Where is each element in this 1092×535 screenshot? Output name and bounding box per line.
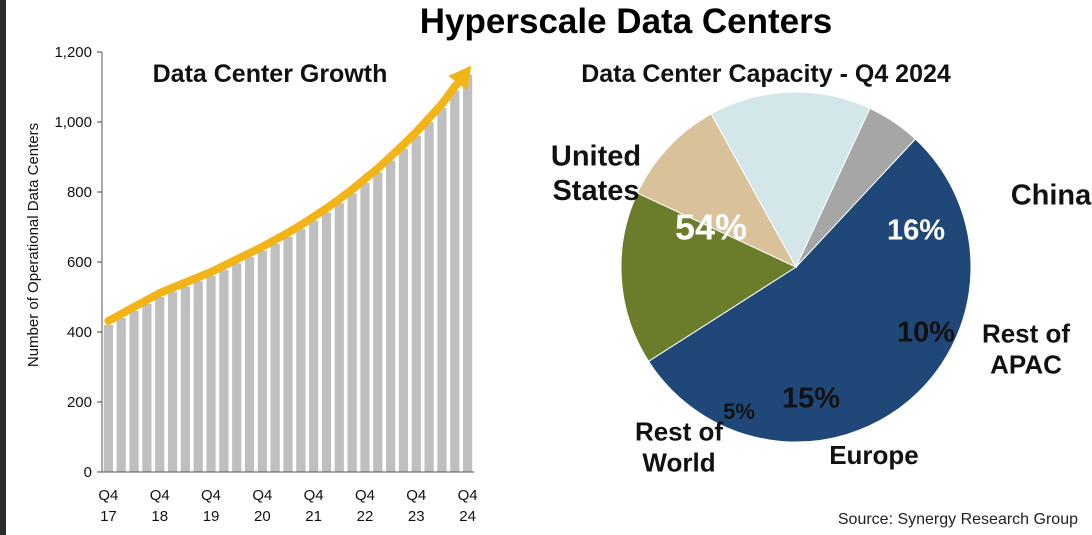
bar xyxy=(321,212,332,473)
x-tick-label: 17 xyxy=(100,508,117,525)
bar xyxy=(424,122,434,472)
pie-slice xyxy=(710,91,871,269)
y-tick-label: 600 xyxy=(67,254,92,271)
x-tick-label: Q4 xyxy=(150,487,170,504)
bar xyxy=(450,90,460,472)
pie-percent-label: 5% xyxy=(723,399,755,424)
bar xyxy=(309,220,319,472)
bar xyxy=(283,236,293,472)
pie-category-label: World xyxy=(642,447,715,477)
x-tick-label: 18 xyxy=(151,508,168,525)
bar xyxy=(334,203,344,472)
pie-slice xyxy=(636,113,798,269)
y-tick-label: 1,200 xyxy=(54,44,92,61)
bar xyxy=(347,193,357,472)
x-tick-label: 20 xyxy=(254,508,271,525)
x-tick-label: Q4 xyxy=(252,487,272,504)
y-tick-label: 0 xyxy=(84,464,92,481)
bar xyxy=(206,276,216,472)
x-tick-label: 23 xyxy=(408,508,425,525)
trend-arrow-head xyxy=(448,65,472,91)
infographic: Hyperscale Data Centers 0 200 400 600 800 1,0… xyxy=(6,0,1092,535)
x-tick-label: Q4 xyxy=(201,487,221,504)
bar xyxy=(232,263,242,472)
pie-category-label: APAC xyxy=(990,349,1062,379)
x-tick-label: Q4 xyxy=(304,487,324,504)
bar xyxy=(257,250,267,472)
y-tick-label: 800 xyxy=(67,184,92,201)
pie-percent-label: 16% xyxy=(887,215,945,247)
pie-category-label: Rest of xyxy=(982,318,1070,348)
pie-slice xyxy=(647,138,972,443)
x-tick-label: Q4 xyxy=(98,487,118,504)
pie-percent-label: 10% xyxy=(897,317,955,349)
pie-slice xyxy=(620,192,798,362)
y-tick-label: 200 xyxy=(67,394,92,411)
x-tick-label: 24 xyxy=(459,508,476,525)
bar xyxy=(360,182,370,472)
pie-category-label: China xyxy=(1011,180,1092,212)
bar xyxy=(398,148,409,472)
y-tick-label: 400 xyxy=(67,324,92,341)
bar xyxy=(411,136,421,472)
bar xyxy=(129,311,139,472)
main-title: Hyperscale Data Centers xyxy=(419,2,833,41)
bar xyxy=(437,108,447,472)
x-tick-label: 22 xyxy=(357,508,374,525)
bar xyxy=(155,297,165,472)
bar xyxy=(296,229,306,472)
bar-chart: 0 200 400 600 800 1,000 1,200 Q4 17 Q4 18 Q4 19 Q4 20 Q… xyxy=(25,44,478,525)
bar xyxy=(219,269,229,472)
pie-category-label: States xyxy=(552,175,639,207)
bar xyxy=(386,160,396,472)
pie-chart-title: Data Center Capacity - Q4 2024 xyxy=(581,60,951,88)
x-tick-label: 19 xyxy=(203,508,220,525)
pie-slice xyxy=(795,107,917,268)
pie-chart: Data Center Capacity - Q4 2024 54% United… xyxy=(551,60,1092,477)
bar xyxy=(167,291,178,472)
bar xyxy=(103,325,114,472)
y-tick-label: 1,000 xyxy=(54,114,92,131)
bar xyxy=(193,281,203,472)
pie-category-label: United xyxy=(551,140,641,172)
pie-percent-label: 54% xyxy=(675,207,747,248)
bar xyxy=(244,257,255,472)
bar-chart-ylabel: Number of Operational Data Centers xyxy=(25,123,42,367)
bar xyxy=(142,304,152,472)
pie-category-label: Europe xyxy=(829,440,919,470)
bar-chart-title: Data Center Growth xyxy=(153,60,388,88)
x-tick-label: Q4 xyxy=(406,487,426,504)
bar xyxy=(373,172,383,472)
x-tick-label: Q4 xyxy=(458,487,478,504)
bar xyxy=(270,243,280,472)
source-note: Source: Synergy Research Group xyxy=(837,511,1078,528)
x-tick-label: Q4 xyxy=(355,487,375,504)
x-tick-label: 21 xyxy=(305,508,322,525)
trend-arrow-line xyxy=(104,80,461,325)
pie-category-label: Rest of xyxy=(635,416,723,446)
pie-percent-label: 15% xyxy=(782,383,840,415)
bar xyxy=(116,318,126,472)
bar xyxy=(462,74,473,473)
bar xyxy=(180,286,190,472)
